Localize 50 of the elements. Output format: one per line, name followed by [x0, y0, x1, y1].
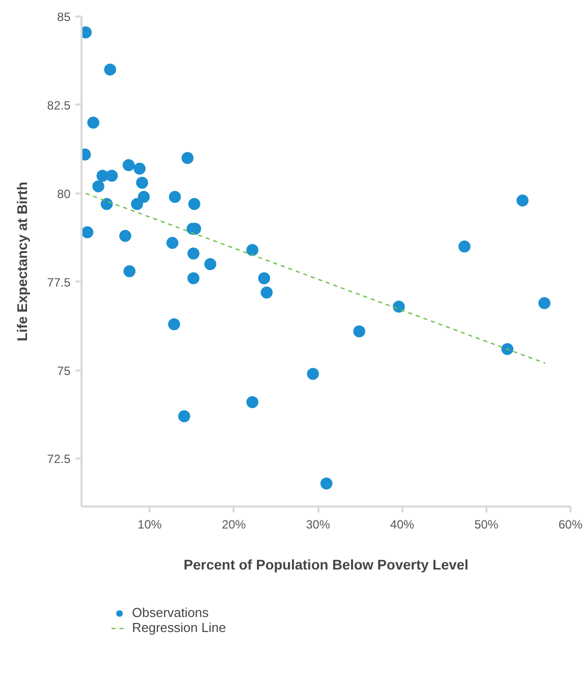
point: [82, 226, 94, 238]
point: [92, 180, 104, 192]
y-tick-label: 82.5: [47, 98, 71, 112]
x-tick-label: 60%: [558, 518, 583, 532]
point: [87, 116, 100, 129]
legend-label: Regression Line: [132, 620, 226, 635]
x-tick-label: 30%: [306, 518, 330, 532]
point: [134, 162, 146, 175]
point: [100, 198, 113, 210]
point: [138, 190, 150, 203]
point: [136, 176, 148, 189]
point: [501, 343, 514, 356]
point: [188, 198, 200, 210]
point: [106, 170, 118, 182]
point: [246, 396, 258, 408]
y-tick-label: 77.5: [47, 275, 71, 290]
point: [104, 64, 116, 76]
point: [246, 244, 258, 256]
point: [122, 159, 135, 172]
y-tick-label: 72.5: [47, 452, 71, 466]
x-tick-label: 50%: [474, 518, 499, 532]
point: [168, 318, 180, 330]
x-tick-label: 10%: [138, 518, 162, 532]
y-tick-label: 80: [57, 186, 71, 201]
point: [306, 368, 319, 380]
point: [538, 297, 550, 310]
x-axis-title: Percent of Population Below Poverty Level: [184, 556, 468, 572]
y-axis-title: Life Expectancy at Birth: [14, 182, 30, 342]
point: [320, 478, 332, 490]
point: [353, 325, 366, 338]
point: [187, 248, 200, 260]
point: [166, 236, 178, 249]
legend-label: Observations: [132, 605, 209, 620]
point: [258, 272, 270, 284]
x-tick-label: 40%: [390, 518, 415, 532]
point: [119, 230, 132, 242]
point: [182, 152, 194, 164]
x-tick-label: 20%: [222, 518, 246, 532]
y-tick-label: 75: [57, 364, 71, 378]
point: [260, 286, 273, 298]
point: [516, 194, 529, 206]
point: [123, 265, 136, 278]
point: [168, 190, 181, 203]
point: [131, 198, 144, 210]
point: [204, 258, 216, 270]
point: [458, 240, 470, 252]
point: [392, 300, 405, 313]
point: [178, 410, 190, 422]
point: [187, 272, 200, 284]
y-tick-label: 85: [57, 10, 71, 24]
